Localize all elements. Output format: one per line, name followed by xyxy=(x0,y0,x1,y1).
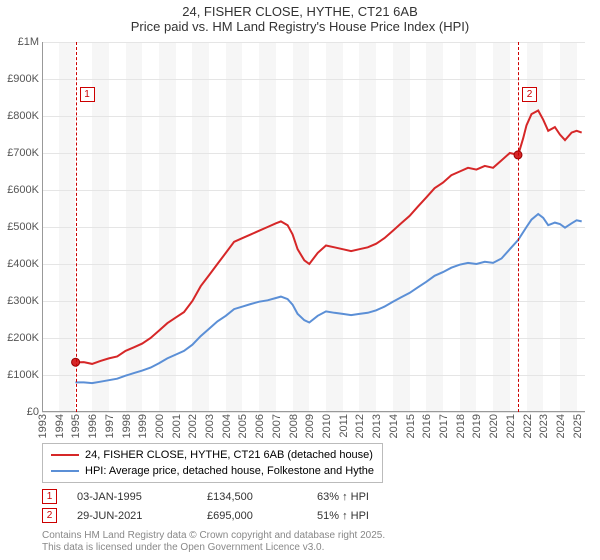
x-tick-label: 2007 xyxy=(271,414,283,438)
txn-vline-2 xyxy=(518,42,519,412)
x-tick-label: 2024 xyxy=(555,414,567,438)
txn-price-2: £695,000 xyxy=(207,510,297,522)
x-tick-label: 1994 xyxy=(54,414,66,438)
x-tick-label: 2019 xyxy=(471,414,483,438)
x-tick-label: 2004 xyxy=(221,414,233,438)
series-property xyxy=(75,111,581,364)
y-tick-label: £500K xyxy=(0,221,39,233)
x-tick-label: 2000 xyxy=(154,414,166,438)
x-tick-label: 2010 xyxy=(321,414,333,438)
chart-container: 24, FISHER CLOSE, HYTHE, CT21 6AB Price … xyxy=(0,0,600,560)
x-tick-label: 2003 xyxy=(204,414,216,438)
footer: Contains HM Land Registry data © Crown c… xyxy=(42,530,385,554)
y-tick-label: £200K xyxy=(0,332,39,344)
y-tick-label: £300K xyxy=(0,295,39,307)
x-tick-label: 2009 xyxy=(304,414,316,438)
txn-vs-hpi-1: 63% ↑ HPI xyxy=(317,491,369,503)
txn-marker-2: 2 xyxy=(42,508,57,523)
series-hpi xyxy=(75,214,581,383)
x-tick-label: 2018 xyxy=(455,414,467,438)
legend-swatch-hpi xyxy=(51,470,79,472)
x-tick-label: 2011 xyxy=(338,414,350,438)
x-tick-label: 2022 xyxy=(522,414,534,438)
txn-price-1: £134,500 xyxy=(207,491,297,503)
title-block: 24, FISHER CLOSE, HYTHE, CT21 6AB Price … xyxy=(0,0,600,34)
chart-title: 24, FISHER CLOSE, HYTHE, CT21 6AB xyxy=(0,4,600,19)
x-tick-label: 2013 xyxy=(371,414,383,438)
legend-label-property: 24, FISHER CLOSE, HYTHE, CT21 6AB (detac… xyxy=(85,449,373,461)
x-tick-label: 2002 xyxy=(187,414,199,438)
txn-date-2: 29-JUN-2021 xyxy=(77,510,187,522)
x-tick-label: 2001 xyxy=(171,414,183,438)
series-svg xyxy=(42,42,585,412)
y-tick-label: £100K xyxy=(0,369,39,381)
x-tick-label: 2015 xyxy=(405,414,417,438)
x-tick-label: 2020 xyxy=(488,414,500,438)
y-tick-label: £800K xyxy=(0,110,39,122)
chart-plot-area: £0£100K£200K£300K£400K£500K£600K£700K£80… xyxy=(42,42,585,412)
legend-item-hpi: HPI: Average price, detached house, Folk… xyxy=(51,463,374,479)
x-tick-label: 1996 xyxy=(87,414,99,438)
x-tick-label: 1993 xyxy=(37,414,49,438)
legend: 24, FISHER CLOSE, HYTHE, CT21 6AB (detac… xyxy=(42,443,383,483)
x-tick-label: 2008 xyxy=(288,414,300,438)
txn-date-1: 03-JAN-1995 xyxy=(77,491,187,503)
x-tick-label: 2021 xyxy=(505,414,517,438)
x-tick-label: 2005 xyxy=(237,414,249,438)
x-axis-line xyxy=(42,411,585,412)
x-tick-label: 1995 xyxy=(70,414,82,438)
y-tick-label: £700K xyxy=(0,147,39,159)
x-tick-label: 2012 xyxy=(354,414,366,438)
y-tick-label: £1M xyxy=(0,36,39,48)
chart-subtitle: Price paid vs. HM Land Registry's House … xyxy=(0,19,600,34)
y-tick-label: £400K xyxy=(0,258,39,270)
y-tick-label: £900K xyxy=(0,73,39,85)
x-tick-label: 2006 xyxy=(254,414,266,438)
txn-marker-1: 1 xyxy=(42,489,57,504)
x-tick-label: 1998 xyxy=(121,414,133,438)
txn-box-2: 2 xyxy=(522,87,537,102)
y-axis-line xyxy=(42,42,43,412)
x-tick-label: 2017 xyxy=(438,414,450,438)
legend-item-property: 24, FISHER CLOSE, HYTHE, CT21 6AB (detac… xyxy=(51,447,374,463)
x-tick-label: 2016 xyxy=(421,414,433,438)
legend-label-hpi: HPI: Average price, detached house, Folk… xyxy=(85,465,374,477)
x-tick-label: 1999 xyxy=(137,414,149,438)
table-row: 2 29-JUN-2021 £695,000 51% ↑ HPI xyxy=(42,506,369,525)
y-tick-label: £600K xyxy=(0,184,39,196)
legend-swatch-property xyxy=(51,454,79,456)
txn-vline-1 xyxy=(76,42,77,412)
y-tick-label: £0 xyxy=(0,406,39,418)
txn-vs-hpi-2: 51% ↑ HPI xyxy=(317,510,369,522)
txn-box-1: 1 xyxy=(80,87,95,102)
x-tick-label: 2014 xyxy=(388,414,400,438)
transaction-table: 1 03-JAN-1995 £134,500 63% ↑ HPI 2 29-JU… xyxy=(42,487,369,525)
footer-line-2: This data is licensed under the Open Gov… xyxy=(42,542,385,554)
footer-line-1: Contains HM Land Registry data © Crown c… xyxy=(42,530,385,542)
x-tick-label: 2023 xyxy=(538,414,550,438)
x-tick-label: 2025 xyxy=(572,414,584,438)
x-tick-label: 1997 xyxy=(104,414,116,438)
table-row: 1 03-JAN-1995 £134,500 63% ↑ HPI xyxy=(42,487,369,506)
